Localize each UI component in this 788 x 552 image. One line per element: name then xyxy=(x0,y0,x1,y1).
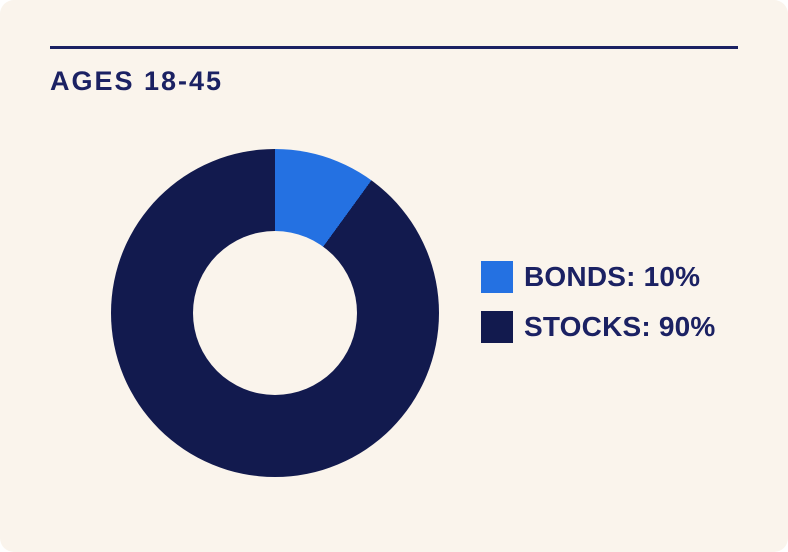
bonds-legend-label: BONDS: 10% xyxy=(524,261,701,292)
stocks-swatch xyxy=(481,311,513,343)
divider-rule xyxy=(50,46,738,49)
bonds-swatch xyxy=(481,261,513,293)
chart-title: AGES 18-45 xyxy=(50,66,224,96)
legend-item-bonds: BONDS: 10% xyxy=(481,261,716,293)
donut-chart xyxy=(111,149,439,477)
legend-item-stocks: STOCKS: 90% xyxy=(481,311,716,343)
stocks-legend-label: STOCKS: 90% xyxy=(524,311,716,342)
donut-hole xyxy=(193,231,357,395)
legend: BONDS: 10% STOCKS: 90% xyxy=(481,261,716,343)
